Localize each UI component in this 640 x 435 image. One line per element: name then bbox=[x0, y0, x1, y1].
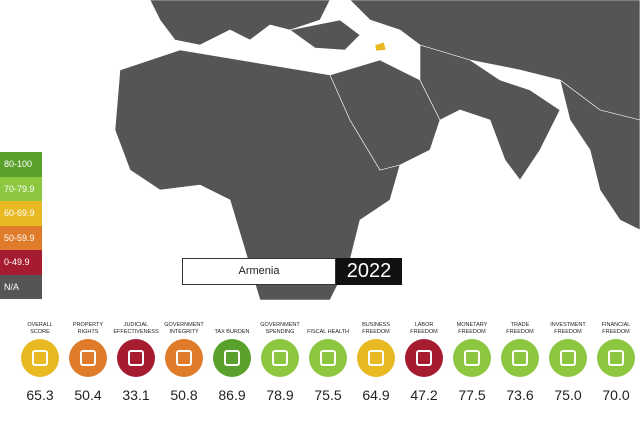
indicator[interactable]: PROPERTY RIGHTS 50.4 bbox=[64, 314, 112, 403]
indicator-score: 86.9 bbox=[218, 387, 246, 403]
indicator-label: MONETARY FREEDOM bbox=[456, 322, 488, 335]
legend-item[interactable]: 60-69.9 bbox=[0, 201, 42, 226]
indicator-score: 78.9 bbox=[266, 387, 294, 403]
legend-item[interactable]: 50-59.9 bbox=[0, 225, 42, 250]
indicator-icon bbox=[453, 339, 491, 377]
indicator-icon bbox=[69, 339, 107, 377]
indicator-icon bbox=[213, 339, 251, 377]
indicator-icon bbox=[117, 339, 155, 377]
indicator-icon bbox=[597, 339, 635, 377]
legend-item[interactable]: N/A bbox=[0, 274, 42, 299]
indicator[interactable]: INVESTMENT FREEDOM 75.0 bbox=[544, 314, 592, 403]
indicator-score: 77.5 bbox=[458, 387, 486, 403]
indicator-label: INVESTMENT FREEDOM bbox=[550, 322, 586, 335]
indicator-label: OVERALL SCORE bbox=[27, 322, 53, 335]
legend-item[interactable]: 80-100 bbox=[0, 152, 42, 177]
indicator[interactable]: BUSINESS FREEDOM 64.9 bbox=[352, 314, 400, 403]
indicator-icon bbox=[501, 339, 539, 377]
indicator-score: 47.2 bbox=[410, 387, 438, 403]
indicator[interactable]: JUDICIAL EFFECTIVENESS 33.1 bbox=[112, 314, 160, 403]
indicator-label: GOVERNMENT SPENDING bbox=[260, 322, 300, 335]
indicator-label: LABOR FREEDOM bbox=[410, 322, 438, 335]
indicator-label: FINANCIAL FREEDOM bbox=[601, 322, 631, 335]
indicators: OVERALL SCORE 65.3 PROPERTY RIGHTS 50.4 JUDI… bbox=[16, 314, 640, 403]
indicator-score: 75.0 bbox=[554, 387, 582, 403]
indicator-label: TAX BURDEN bbox=[214, 329, 250, 335]
indicator[interactable]: GOVERNMENT SPENDING 78.9 bbox=[256, 314, 304, 403]
map bbox=[114, 0, 640, 300]
legend-item[interactable]: 0-49.9 bbox=[0, 250, 42, 275]
indicator-icon bbox=[549, 339, 587, 377]
indicator[interactable]: MONETARY FREEDOM 77.5 bbox=[448, 314, 496, 403]
indicator-score: 75.5 bbox=[314, 387, 342, 403]
indicator[interactable]: LABOR FREEDOM 47.2 bbox=[400, 314, 448, 403]
indicator-icon bbox=[309, 339, 347, 377]
indicator-score: 50.4 bbox=[74, 387, 102, 403]
indicator-label: TRADE FREEDOM bbox=[506, 322, 534, 335]
indicator-label: BUSINESS FREEDOM bbox=[362, 322, 390, 335]
indicator-label: PROPERTY RIGHTS bbox=[72, 322, 104, 335]
indicator[interactable]: TRADE FREEDOM 73.6 bbox=[496, 314, 544, 403]
indicator-icon bbox=[21, 339, 59, 377]
indicator-label: GOVERNMENT INTEGRITY bbox=[164, 322, 204, 335]
year-selector[interactable]: 2022 bbox=[336, 258, 402, 285]
indicator-label: JUDICIAL EFFECTIVENESS bbox=[113, 322, 159, 335]
indicator[interactable]: FINANCIAL FREEDOM 70.0 bbox=[592, 314, 640, 403]
indicator[interactable]: GOVERNMENT INTEGRITY 50.8 bbox=[160, 314, 208, 403]
indicator-score: 50.8 bbox=[170, 387, 198, 403]
indicator-icon bbox=[357, 339, 395, 377]
indicator[interactable]: OVERALL SCORE 65.3 bbox=[16, 314, 64, 403]
indicator-icon bbox=[405, 339, 443, 377]
indicator-label: FISCAL HEALTH bbox=[307, 329, 349, 335]
legend: 80-100 70-79.9 60-69.9 50-59.9 0-49.9 N/A bbox=[0, 152, 42, 299]
indicator-score: 73.6 bbox=[506, 387, 534, 403]
indicator-score: 65.3 bbox=[26, 387, 54, 403]
search-bar[interactable]: Armenia 2022 bbox=[182, 258, 402, 285]
indicator-icon bbox=[261, 339, 299, 377]
legend-item[interactable]: 70-79.9 bbox=[0, 176, 42, 201]
indicator-score: 33.1 bbox=[122, 387, 150, 403]
indicator-score: 70.0 bbox=[602, 387, 630, 403]
country-field[interactable]: Armenia bbox=[182, 258, 336, 285]
indicator[interactable]: FISCAL HEALTH 75.5 bbox=[304, 314, 352, 403]
indicator-score: 64.9 bbox=[362, 387, 390, 403]
indicator[interactable]: TAX BURDEN 86.9 bbox=[208, 314, 256, 403]
indicator-icon bbox=[165, 339, 203, 377]
